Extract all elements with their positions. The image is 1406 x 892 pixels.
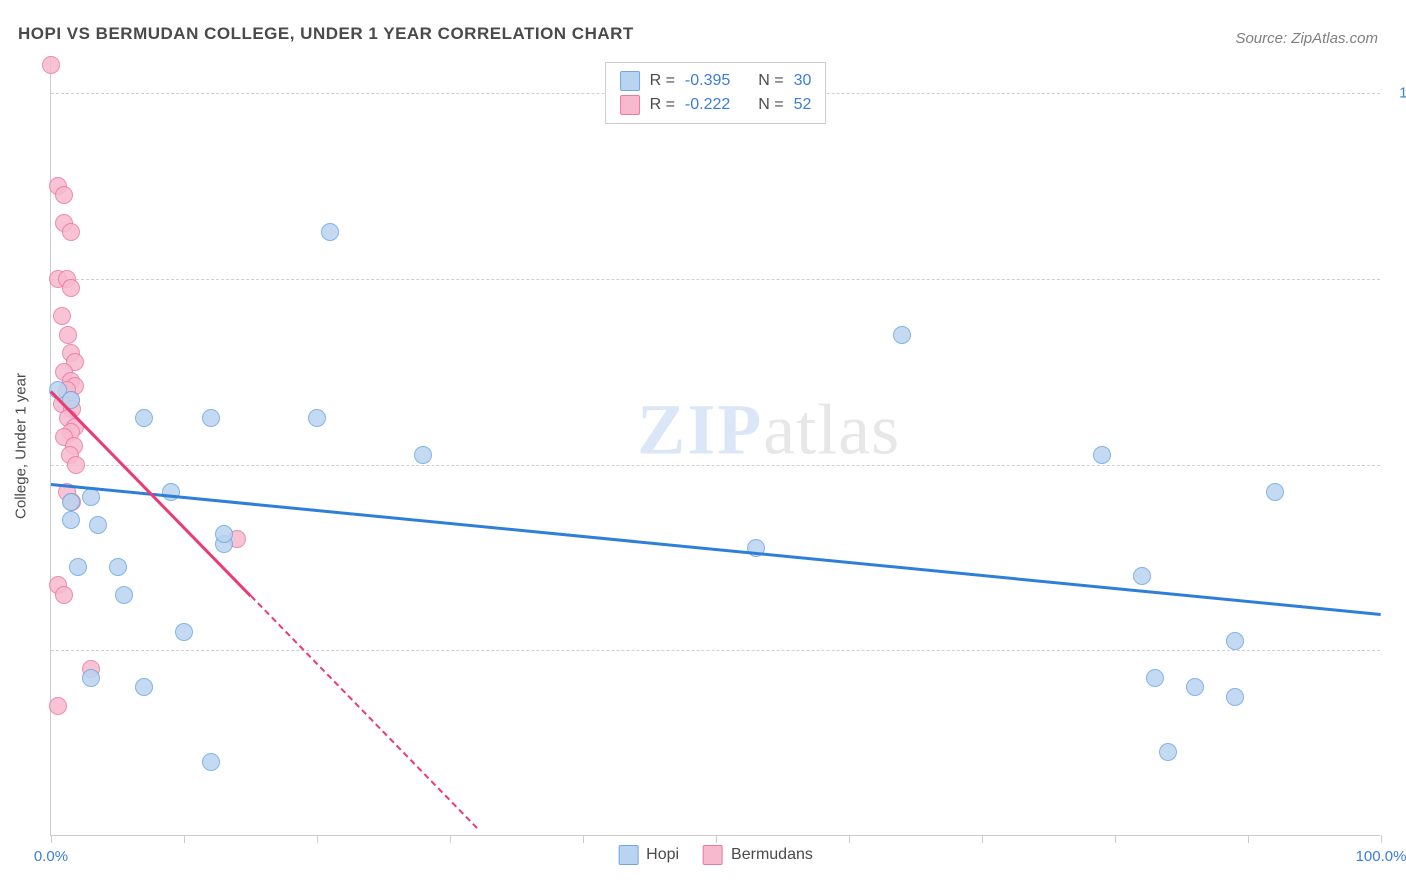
data-point: [109, 558, 127, 576]
data-point: [1186, 678, 1204, 696]
data-point: [215, 525, 233, 543]
data-point: [202, 753, 220, 771]
data-point: [202, 409, 220, 427]
stat-n-value: 52: [794, 96, 812, 114]
source-attribution: Source: ZipAtlas.com: [1235, 30, 1378, 47]
x-tick: [1381, 835, 1382, 843]
plot-area: College, Under 1 year ZIPatlas 40.0%60.0…: [50, 56, 1380, 836]
data-point: [308, 409, 326, 427]
series-legend-item: Hopi: [618, 845, 679, 865]
data-point: [1159, 743, 1177, 761]
legend-swatch: [703, 845, 723, 865]
gridline: [51, 650, 1380, 651]
x-tick-label: 100.0%: [1356, 848, 1406, 865]
data-point: [89, 516, 107, 534]
stats-legend: R = -0.395 N = 30 R = -0.222 N = 52: [605, 62, 827, 124]
data-point: [55, 186, 73, 204]
y-axis-title: College, Under 1 year: [13, 373, 30, 519]
x-tick: [1248, 835, 1249, 843]
data-point: [82, 488, 100, 506]
legend-swatch: [620, 95, 640, 115]
data-point: [69, 558, 87, 576]
data-point: [53, 307, 71, 325]
y-tick-label: 100.0%: [1390, 85, 1406, 102]
series-legend-label: Bermudans: [731, 846, 813, 864]
legend-swatch: [618, 845, 638, 865]
data-point: [115, 586, 133, 604]
stats-legend-row: R = -0.222 N = 52: [620, 93, 812, 117]
data-point: [67, 456, 85, 474]
x-tick: [716, 835, 717, 843]
x-tick: [317, 835, 318, 843]
x-tick: [1115, 835, 1116, 843]
data-point: [1226, 632, 1244, 650]
data-point: [1133, 567, 1151, 585]
series-legend-item: Bermudans: [703, 845, 813, 865]
data-point: [62, 223, 80, 241]
stat-r-value: -0.395: [685, 72, 730, 90]
data-point: [1226, 688, 1244, 706]
x-tick-label: 0.0%: [34, 848, 68, 865]
chart-title: HOPI VS BERMUDAN COLLEGE, UNDER 1 YEAR C…: [18, 24, 634, 44]
data-point: [321, 223, 339, 241]
y-tick-label: 60.0%: [1390, 456, 1406, 473]
data-point: [42, 56, 60, 74]
data-point: [62, 493, 80, 511]
series-legend: Hopi Bermudans: [618, 845, 813, 865]
stat-r-label: R =: [650, 72, 675, 90]
stat-r-value: -0.222: [685, 96, 730, 114]
y-tick-label: 40.0%: [1390, 642, 1406, 659]
stat-r-label: R =: [650, 96, 675, 114]
y-tick-label: 80.0%: [1390, 270, 1406, 287]
data-point: [62, 511, 80, 529]
data-point: [55, 586, 73, 604]
data-point: [1093, 446, 1111, 464]
data-point: [1146, 669, 1164, 687]
legend-swatch: [620, 71, 640, 91]
data-point: [59, 326, 77, 344]
gridline: [51, 279, 1380, 280]
data-point: [893, 326, 911, 344]
x-tick: [450, 835, 451, 843]
data-point: [175, 623, 193, 641]
data-point: [62, 279, 80, 297]
data-point: [49, 697, 67, 715]
x-tick: [184, 835, 185, 843]
x-tick: [51, 835, 52, 843]
x-tick: [583, 835, 584, 843]
x-tick: [849, 835, 850, 843]
data-point: [135, 409, 153, 427]
data-point: [82, 669, 100, 687]
stat-n-value: 30: [794, 72, 812, 90]
data-point: [1266, 483, 1284, 501]
series-legend-label: Hopi: [646, 846, 679, 864]
data-point: [162, 483, 180, 501]
trend-line: [250, 595, 478, 829]
data-point: [135, 678, 153, 696]
stats-legend-row: R = -0.395 N = 30: [620, 69, 812, 93]
stat-n-label: N =: [758, 72, 783, 90]
stat-n-label: N =: [758, 96, 783, 114]
x-tick: [982, 835, 983, 843]
data-point: [414, 446, 432, 464]
gridline: [51, 465, 1380, 466]
